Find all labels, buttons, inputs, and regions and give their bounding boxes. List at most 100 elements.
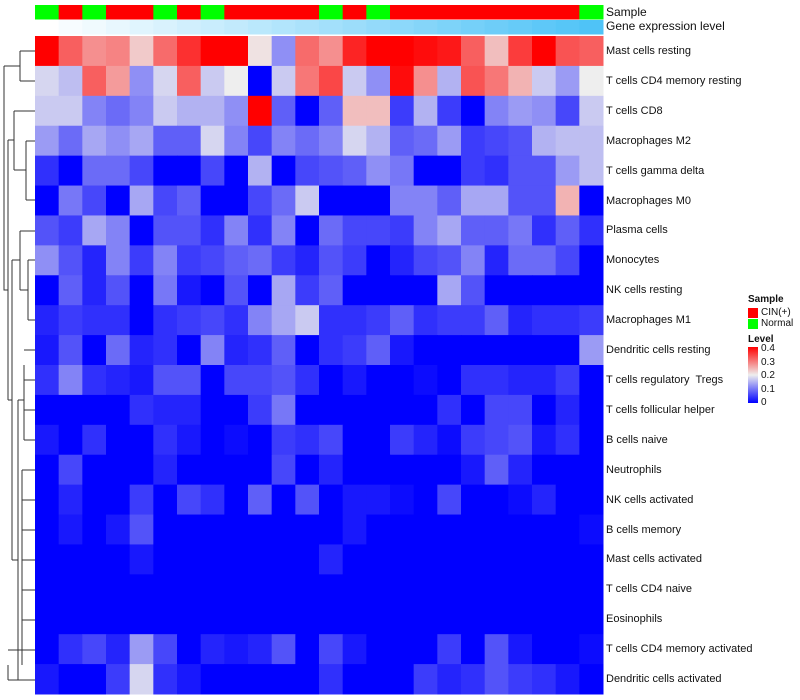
heatmap-cell [484,634,509,665]
heatmap-cell [319,305,344,336]
heatmap-cell [484,36,509,67]
heatmap-cell [413,215,438,246]
expression-annotation-cell [295,20,320,35]
expression-annotation-cell [35,20,60,35]
heatmap-cell [295,185,320,216]
heatmap-cell [532,664,557,695]
heatmap-cell [390,424,415,456]
heatmap-cell [484,514,509,545]
heatmap-cell [413,155,438,187]
heatmap-cell [271,424,296,456]
legend-tick: 0.2 [761,370,775,381]
heatmap-cell [532,544,557,575]
heatmap-cell [579,394,604,426]
heatmap-cell [319,574,344,605]
heatmap-cell [271,36,296,67]
heatmap-cell [413,394,438,426]
heatmap-cell [153,484,178,516]
heatmap-cell [555,484,580,516]
heatmap-cell [437,544,462,575]
row-label: Plasma cells [606,224,668,237]
heatmap-cell [437,125,462,157]
heatmap-cell [35,65,60,97]
heatmap-cell [295,125,320,157]
row-label: Eosinophils [606,613,663,626]
heatmap-cell [35,275,60,306]
heatmap-cell [366,574,391,605]
heatmap-cell [461,365,486,396]
heatmap-cell [248,305,273,336]
heatmap-cell [413,484,438,516]
sample-annotation-cell [461,5,486,20]
heatmap-cell [319,245,344,276]
heatmap-cell [35,484,60,516]
heatmap-cell [366,65,391,97]
row-label: Mast cells resting [606,44,691,57]
heatmap-cell [129,664,154,695]
heatmap-cell [366,544,391,575]
heatmap-cell [555,125,580,157]
heatmap-cell [579,305,604,336]
heatmap-cell [319,365,344,396]
heatmap-cell [271,245,296,276]
expression-annotation-cell [532,20,557,35]
heatmap-cell [366,275,391,306]
heatmap-cell [106,514,131,545]
heatmap-cell [508,185,533,216]
heatmap-cell [177,185,202,216]
heatmap-cell [129,394,154,426]
heatmap-cell [342,514,367,545]
heatmap-cell [366,305,391,336]
heatmap-cell [366,125,391,157]
heatmap-cell [555,65,580,97]
heatmap-cell [295,36,320,67]
heatmap-cell [555,305,580,336]
heatmap-cell [248,125,273,157]
heatmap-cell [461,305,486,336]
heatmap-cell [437,155,462,187]
heatmap-cell [437,185,462,216]
heatmap-cell [319,335,344,366]
heatmap-cell [484,215,509,246]
heatmap-cell [200,484,225,516]
heatmap-cell [177,574,202,605]
heatmap-cell [484,155,509,187]
heatmap-cell [342,215,367,246]
heatmap-cell [555,424,580,456]
heatmap-cell [82,215,107,246]
heatmap-cell [555,185,580,216]
legend-swatch-normal [748,318,758,329]
sample-annotation-cell [248,5,273,20]
heatmap-cell [271,514,296,545]
heatmap-cell [295,155,320,187]
heatmap-cell [579,155,604,187]
heatmap-cell [508,36,533,67]
heatmap-cell [413,125,438,157]
row-label: NK cells activated [606,493,694,506]
heatmap-cell [129,275,154,306]
heatmap-cell [461,514,486,545]
heatmap-cell [579,185,604,216]
heatmap-cell [271,484,296,516]
heatmap-cell [366,454,391,486]
heatmap-cell [437,365,462,396]
heatmap-cell [35,365,60,396]
heatmap-cell [35,215,60,246]
heatmap-cell [200,574,225,605]
heatmap-cell [295,454,320,486]
heatmap-cell [224,484,249,516]
heatmap-cell [200,95,225,127]
heatmap-cell [271,394,296,426]
heatmap-cell [579,65,604,97]
heatmap-cell [248,514,273,545]
heatmap-cell [366,664,391,695]
heatmap-cell [555,514,580,545]
heatmap-cell [224,454,249,486]
row-label: T cells CD4 memory activated [606,643,753,656]
heatmap-cell [200,185,225,216]
heatmap-cell [555,335,580,366]
heatmap-cell [248,275,273,306]
heatmap-cell [461,454,486,486]
heatmap-cell [319,125,344,157]
heatmap-cell [153,365,178,396]
